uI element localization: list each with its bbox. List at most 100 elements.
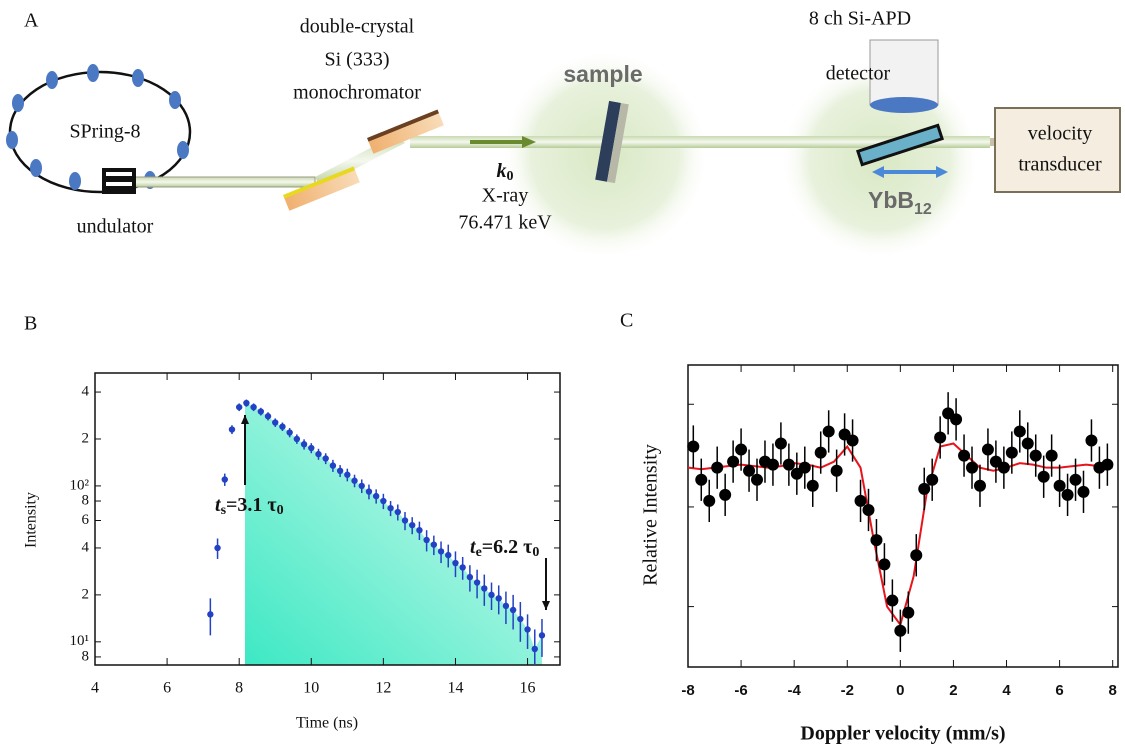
x-tick-label: 4 (1002, 682, 1011, 699)
detector-label: detector (826, 63, 891, 85)
data-point (235, 403, 243, 411)
data-point (814, 446, 827, 459)
data-point (806, 479, 819, 492)
wavevector: k0 (497, 160, 514, 185)
mono-label: monochromator (293, 82, 421, 104)
data-point (409, 521, 416, 529)
data-point (502, 602, 510, 610)
x-tick-label: 6 (163, 680, 171, 697)
y-tick-label: 6 (82, 512, 90, 528)
arrowhead (542, 601, 550, 610)
data-point (394, 508, 401, 516)
data-point (243, 399, 250, 407)
data-point (719, 488, 732, 501)
ring-magnets (6, 64, 189, 190)
x-tick-label: 8 (1109, 682, 1117, 699)
beam-kind: X-ray (482, 185, 529, 207)
data-point (997, 461, 1010, 474)
data-point (981, 443, 994, 456)
data-point (257, 408, 265, 415)
data-point (1005, 446, 1018, 459)
data-point (358, 482, 365, 490)
data-point (380, 497, 387, 505)
data-point (221, 476, 228, 483)
data-point (423, 536, 430, 544)
data-point (782, 458, 795, 471)
x-tick-label: -6 (734, 682, 747, 699)
data-point (401, 517, 409, 524)
panel-a: A SPring-8 undulator double-crystal Si (… (6, 8, 1121, 260)
data-point (524, 626, 531, 633)
data-point (365, 488, 373, 495)
panel-b: B Time (ns) Intensity 4 6 8 10 12 14 16810¹246… (23, 313, 561, 732)
data-point (372, 492, 380, 500)
subscript: 0 (277, 503, 284, 518)
data-point (344, 471, 351, 478)
data-point (473, 579, 481, 586)
x-tick-label: 8 (235, 680, 243, 697)
data-point (351, 477, 358, 484)
annotation: ts=3.1 τ0 (215, 494, 284, 519)
y-axis-label: Intensity (23, 492, 40, 548)
crystal (283, 166, 360, 211)
data-point (264, 413, 272, 420)
data-point (918, 482, 931, 495)
detector-label: 8 ch Si-APD (809, 8, 911, 30)
panel-label: C (620, 310, 633, 332)
data-point (300, 441, 308, 448)
subscript: e (476, 545, 482, 560)
x-tick-label: 12 (375, 680, 391, 697)
annotation: te=6.2 τ0 (470, 536, 539, 561)
data-point (687, 440, 700, 453)
x-axis-label: Time (ns) (296, 715, 358, 732)
shaded-window (245, 403, 542, 665)
arrowhead (872, 166, 884, 178)
data-point (743, 464, 756, 477)
transducer-label: transducer (1018, 154, 1102, 176)
x-tick-label: -4 (788, 682, 802, 699)
formula: YbB (868, 187, 914, 213)
x-tick-label: 4 (91, 680, 99, 697)
x-tick-label: 6 (1055, 682, 1063, 699)
data-point (509, 606, 517, 614)
x-tick-label: 10 (303, 680, 319, 697)
data-point (1021, 437, 1034, 450)
data-point (854, 494, 867, 507)
annotation-text: =6.2 τ (482, 536, 533, 558)
y-tick-label: 8 (82, 648, 90, 664)
beam (134, 176, 316, 188)
beam (410, 136, 990, 148)
data-point (862, 503, 875, 516)
undulator-label: undulator (77, 216, 154, 238)
data-point (329, 462, 337, 469)
data-point (727, 455, 740, 468)
y-tick-label: 10² (70, 477, 90, 493)
x-tick-label: 14 (447, 680, 463, 697)
data-point (695, 473, 708, 486)
y-tick-label: 10¹ (70, 633, 90, 649)
detector-icon (869, 39, 939, 113)
data-point (894, 624, 907, 637)
sample-slab (595, 100, 629, 184)
data-point (531, 645, 538, 653)
symbol: t (470, 536, 477, 558)
mono-label: Si (333) (325, 49, 390, 71)
data-point (711, 461, 724, 474)
specimen-crystal (856, 123, 944, 167)
data-point (1061, 488, 1074, 501)
x-tick-label: 2 (949, 682, 957, 699)
ring-label: SPring-8 (69, 121, 140, 143)
data-point (766, 458, 779, 471)
subscript: 12 (914, 201, 932, 218)
data-point (452, 559, 459, 567)
x-tick-label: 0 (896, 682, 904, 699)
y-tick-label: 2 (82, 586, 90, 602)
data-point (774, 437, 787, 450)
data-point (416, 526, 423, 534)
data-point (846, 434, 859, 447)
data-point (1085, 434, 1098, 447)
data-point (751, 473, 764, 486)
annotation-text: =3.1 τ (226, 494, 277, 516)
transducer-label: velocity (1028, 123, 1092, 145)
